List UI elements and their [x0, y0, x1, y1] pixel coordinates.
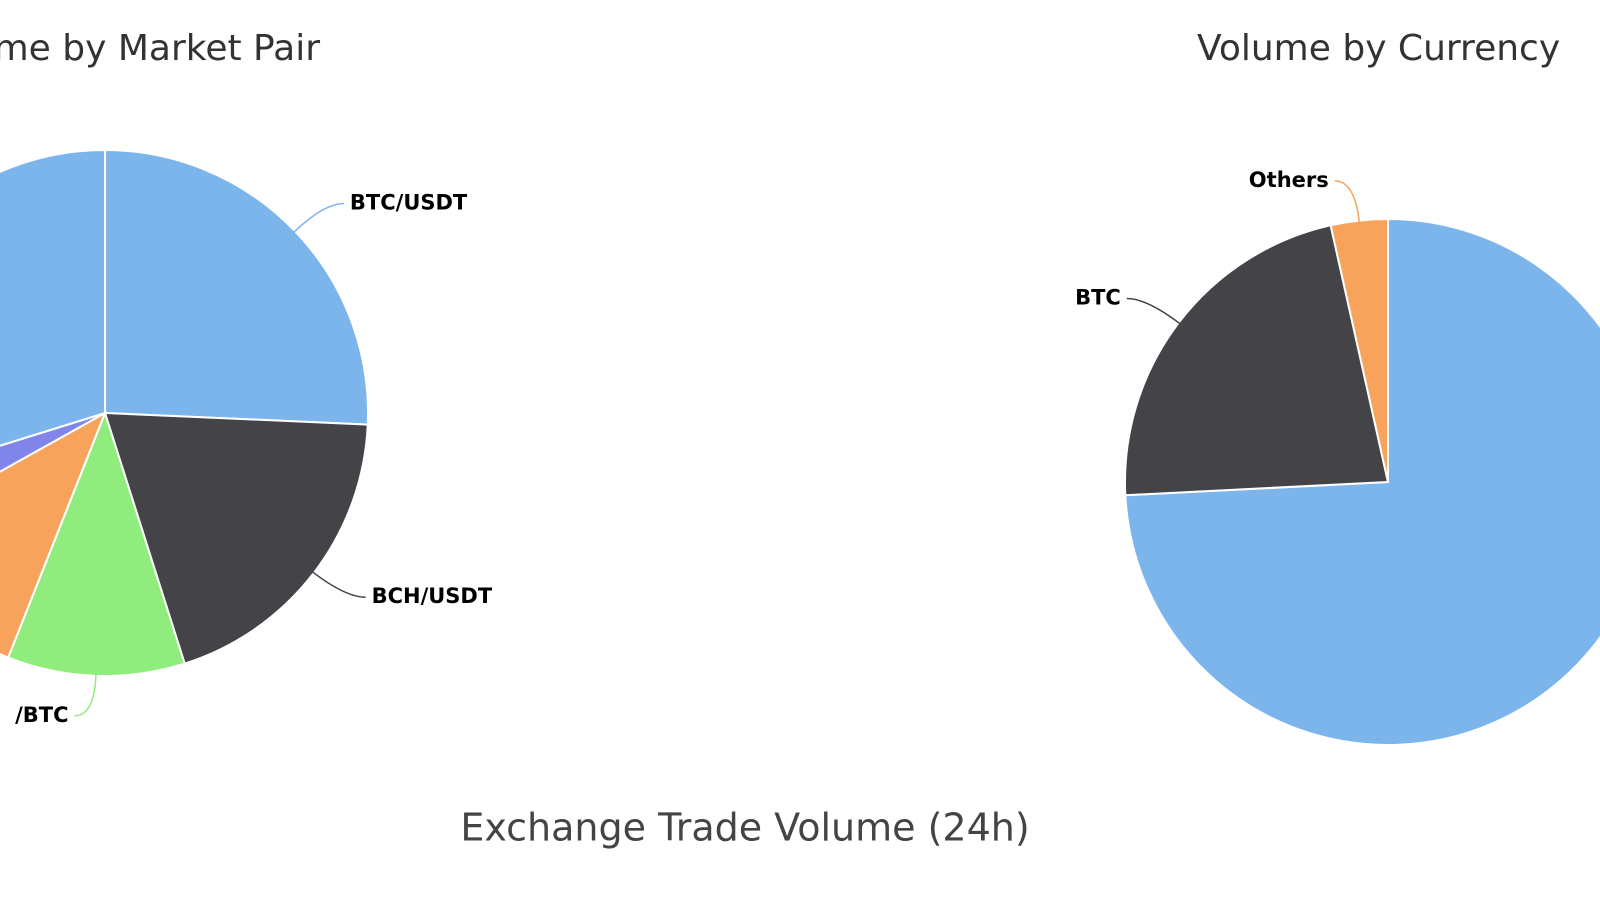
pie-slice	[0, 412, 106, 473]
pie-slice	[0, 148, 106, 447]
label-connector	[311, 571, 366, 598]
data-label: BTC/USDT	[350, 191, 468, 215]
chart-title: Volume by Market Pair	[0, 28, 320, 69]
label-connector	[74, 673, 97, 717]
label-connector	[1334, 180, 1361, 223]
data-label: BTC	[1075, 286, 1121, 310]
data-label: Others	[1249, 168, 1329, 192]
label-connector	[1126, 297, 1181, 325]
pie-slice	[1124, 217, 1600, 746]
pie-slice	[0, 410, 107, 659]
chart-title: Volume by Currency	[1197, 28, 1560, 69]
data-label: /BTC	[15, 703, 68, 727]
label-connector	[293, 202, 344, 234]
caption: Exchange Trade Volume (24h)	[460, 806, 1029, 850]
data-label: BCH/USDT	[372, 584, 493, 608]
